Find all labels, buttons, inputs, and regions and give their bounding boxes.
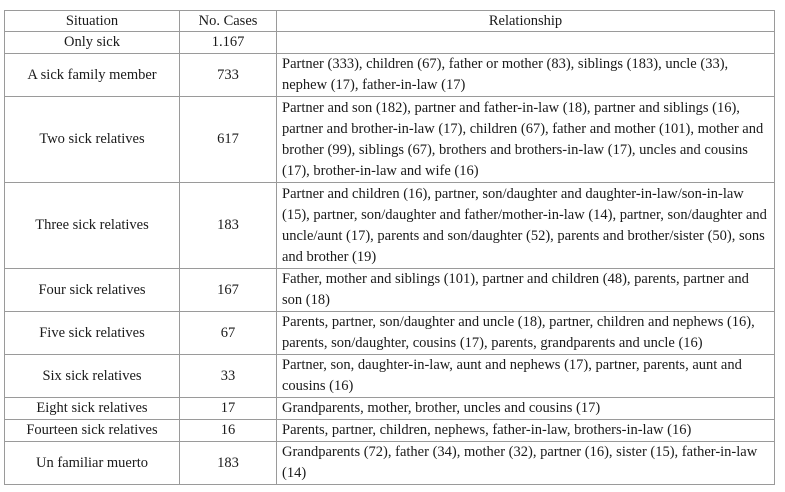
situation-cell: Five sick relatives: [4, 311, 180, 355]
cases-cell: 733: [179, 53, 277, 97]
table-row: Five sick relatives 67 Parents, partner,…: [4, 311, 775, 355]
situation-cell: Three sick relatives: [4, 182, 180, 269]
relationship-cell: Partner and children (16), partner, son/…: [276, 182, 775, 269]
situation-cell: Six sick relatives: [4, 354, 180, 398]
cases-cell: 17: [179, 397, 277, 420]
table-row: Eight sick relatives 17 Grandparents, mo…: [4, 397, 775, 420]
situation-cell: A sick family member: [4, 53, 180, 97]
header-cases: No. Cases: [179, 10, 277, 32]
relationship-cell: Grandparents, mother, brother, uncles an…: [276, 397, 775, 420]
cases-table: Situation No. Cases Relationship Only si…: [4, 10, 775, 485]
relationship-cell: Partner and son (182), partner and fathe…: [276, 96, 775, 183]
table-row: Fourteen sick relatives 16 Parents, part…: [4, 419, 775, 442]
relationship-cell: Father, mother and siblings (101), partn…: [276, 268, 775, 312]
cases-cell: 617: [179, 96, 277, 183]
header-relationship: Relationship: [276, 10, 775, 32]
cases-cell: 67: [179, 311, 277, 355]
relationship-cell: Parents, partner, son/daughter and uncle…: [276, 311, 775, 355]
table-row: A sick family member 733 Partner (333), …: [4, 53, 775, 97]
situation-cell: Eight sick relatives: [4, 397, 180, 420]
situation-cell: Fourteen sick relatives: [4, 419, 180, 442]
header-row: Situation No. Cases Relationship: [4, 10, 775, 32]
table-row: Four sick relatives 167 Father, mother a…: [4, 268, 775, 312]
table-row: Six sick relatives 33 Partner, son, daug…: [4, 354, 775, 398]
relationship-cell: Parents, partner, children, nephews, fat…: [276, 419, 775, 442]
situation-cell: Only sick: [4, 31, 180, 54]
cases-cell: 16: [179, 419, 277, 442]
relationship-cell: Partner, son, daughter-in-law, aunt and …: [276, 354, 775, 398]
cases-cell: 167: [179, 268, 277, 312]
table-row: Un familiar muerto 183 Grandparents (72)…: [4, 441, 775, 485]
situation-cell: Un familiar muerto: [4, 441, 180, 485]
relationship-cell: Partner (333), children (67), father or …: [276, 53, 775, 97]
table-row: Three sick relatives 183 Partner and chi…: [4, 182, 775, 269]
table-row: Two sick relatives 617 Partner and son (…: [4, 96, 775, 183]
table-row: Only sick 1.167: [4, 31, 775, 54]
cases-cell: 183: [179, 182, 277, 269]
cases-cell: 1.167: [179, 31, 277, 54]
cases-cell: 183: [179, 441, 277, 485]
relationship-cell: [276, 31, 775, 54]
cases-cell: 33: [179, 354, 277, 398]
relationship-cell: Grandparents (72), father (34), mother (…: [276, 441, 775, 485]
situation-cell: Four sick relatives: [4, 268, 180, 312]
header-situation: Situation: [4, 10, 180, 32]
situation-cell: Two sick relatives: [4, 96, 180, 183]
